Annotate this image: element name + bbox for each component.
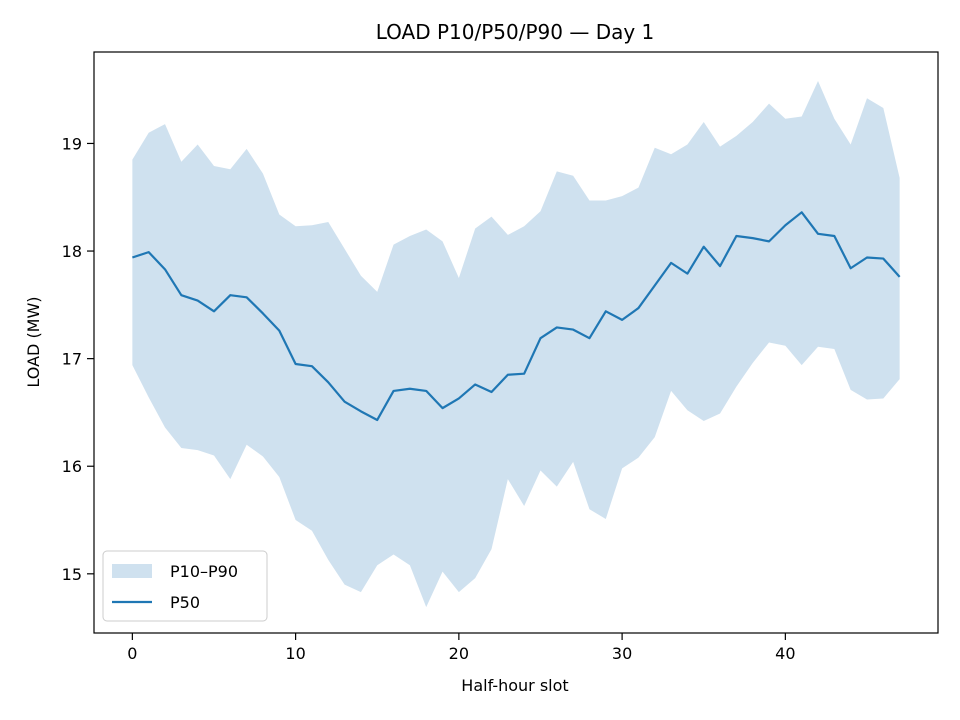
x-tick-label: 40	[775, 644, 795, 663]
plot-frame	[93, 51, 939, 634]
legend: P10–P90 P50	[102, 550, 268, 622]
x-tick-label: 20	[449, 644, 469, 663]
series-line-p50	[132, 211, 901, 422]
x-axis: 0 10 20 30 40	[127, 633, 796, 663]
y-tick-label: 19	[62, 134, 82, 153]
legend-p50-label: P50	[170, 593, 200, 612]
x-axis-label: Half-hour slot	[461, 676, 568, 695]
y-axis: 15 16 17 18 19	[62, 134, 94, 584]
x-tick-label: 0	[127, 644, 137, 663]
y-tick-label: 18	[62, 242, 82, 261]
x-tick-label: 30	[612, 644, 632, 663]
y-tick-label: 16	[62, 457, 82, 476]
y-tick-label: 17	[62, 350, 82, 369]
y-tick-label: 15	[62, 565, 82, 584]
legend-band-label: P10–P90	[170, 562, 238, 581]
chart-title: LOAD P10/P50/P90 — Day 1	[376, 20, 655, 44]
x-tick-label: 10	[285, 644, 305, 663]
p10-p90-band	[132, 81, 900, 608]
plot-area	[132, 81, 901, 608]
legend-band-swatch	[112, 564, 152, 578]
y-axis-label: LOAD (MW)	[24, 296, 43, 387]
